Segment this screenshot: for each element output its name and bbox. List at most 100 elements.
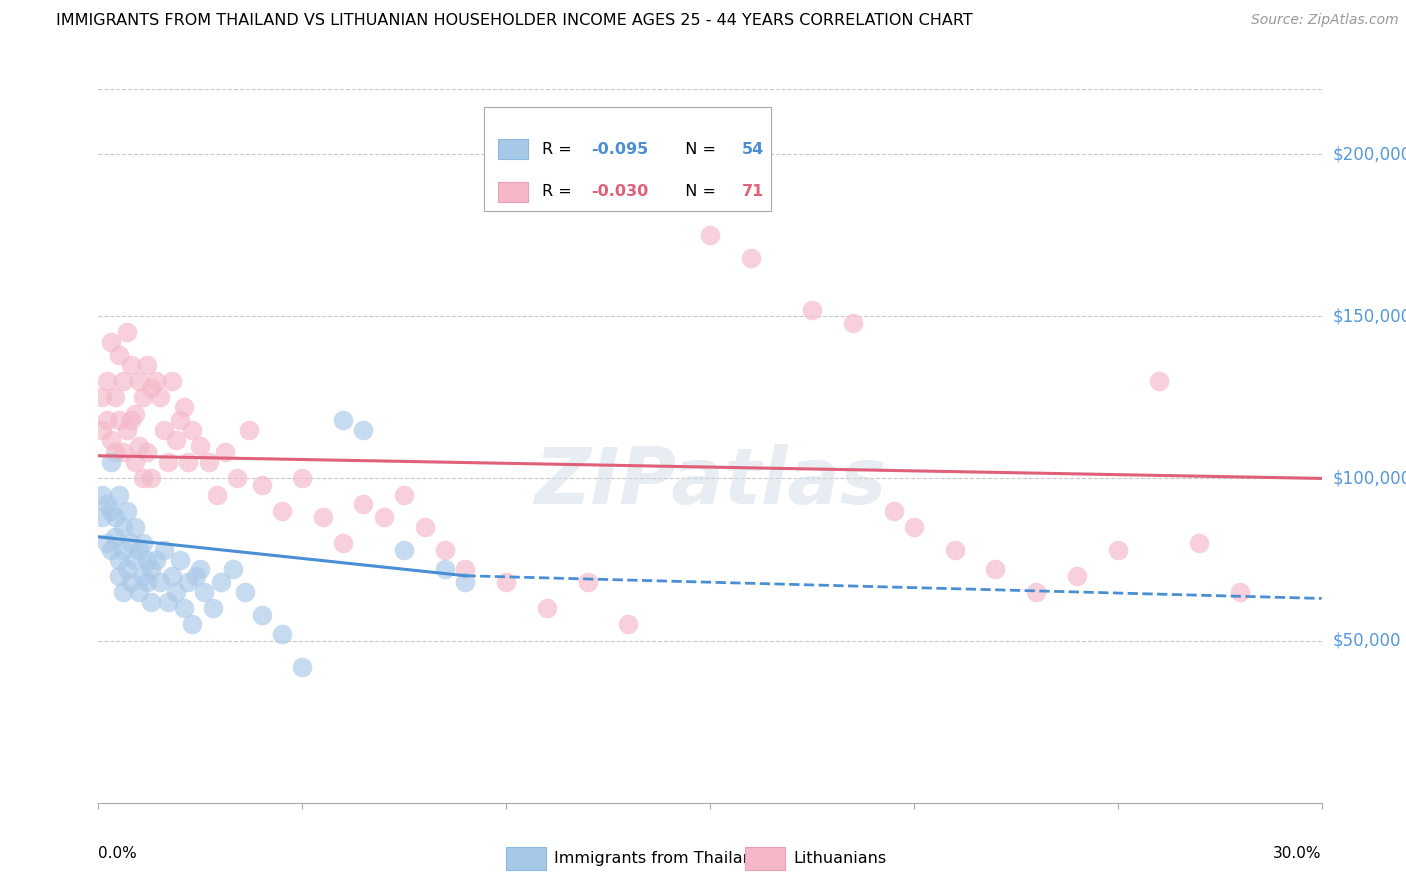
Point bbox=[120, 358, 142, 372]
Point bbox=[141, 381, 163, 395]
Point bbox=[111, 520, 134, 534]
Point bbox=[173, 601, 195, 615]
Point bbox=[100, 455, 122, 469]
Point bbox=[160, 568, 183, 582]
Point bbox=[291, 659, 314, 673]
Point bbox=[332, 536, 354, 550]
Point bbox=[108, 568, 131, 582]
Point bbox=[128, 585, 150, 599]
Point bbox=[132, 390, 155, 404]
Point bbox=[100, 542, 122, 557]
Point bbox=[96, 536, 118, 550]
Text: IMMIGRANTS FROM THAILAND VS LITHUANIAN HOUSEHOLDER INCOME AGES 25 - 44 YEARS COR: IMMIGRANTS FROM THAILAND VS LITHUANIAN H… bbox=[56, 13, 973, 29]
Point bbox=[270, 504, 294, 518]
Point bbox=[96, 413, 118, 427]
Point bbox=[177, 575, 200, 590]
Point bbox=[91, 390, 114, 404]
Point bbox=[373, 510, 395, 524]
Point bbox=[1066, 568, 1088, 582]
Point bbox=[104, 510, 127, 524]
Point bbox=[120, 575, 142, 590]
Text: N =: N = bbox=[675, 185, 721, 200]
Point bbox=[536, 601, 558, 615]
Point bbox=[495, 575, 517, 590]
Point bbox=[115, 423, 138, 437]
Text: $100,000: $100,000 bbox=[1333, 469, 1406, 487]
Point bbox=[149, 575, 172, 590]
Point bbox=[1229, 585, 1251, 599]
Point bbox=[250, 607, 273, 622]
Point bbox=[270, 627, 294, 641]
Point bbox=[104, 530, 127, 544]
Point bbox=[186, 568, 208, 582]
Point bbox=[136, 445, 159, 459]
Point bbox=[392, 488, 416, 502]
Point bbox=[434, 562, 457, 576]
Point bbox=[124, 520, 146, 534]
Point bbox=[801, 302, 824, 317]
Point bbox=[238, 423, 260, 437]
Point bbox=[222, 562, 245, 576]
Point bbox=[111, 542, 134, 557]
Point bbox=[96, 497, 118, 511]
Point bbox=[128, 439, 150, 453]
Point bbox=[141, 471, 163, 485]
Point bbox=[141, 562, 163, 576]
Point bbox=[100, 433, 122, 447]
Point bbox=[883, 504, 905, 518]
Point bbox=[96, 374, 118, 388]
Point bbox=[434, 542, 457, 557]
Point bbox=[152, 423, 174, 437]
Point bbox=[332, 413, 354, 427]
Point bbox=[132, 471, 155, 485]
Point bbox=[392, 542, 416, 557]
Point bbox=[173, 400, 195, 414]
Point bbox=[132, 568, 155, 582]
Point bbox=[740, 251, 762, 265]
Point bbox=[214, 445, 236, 459]
Text: $200,000: $200,000 bbox=[1333, 145, 1406, 163]
Point bbox=[201, 601, 224, 615]
Point bbox=[188, 562, 212, 576]
Point bbox=[841, 316, 863, 330]
Point bbox=[120, 413, 142, 427]
Text: N =: N = bbox=[675, 142, 721, 157]
Bar bbox=[498, 139, 527, 159]
Point bbox=[149, 390, 172, 404]
Point bbox=[145, 374, 167, 388]
Point bbox=[91, 423, 114, 437]
Point bbox=[1025, 585, 1047, 599]
Text: Immigrants from Thailand: Immigrants from Thailand bbox=[554, 852, 763, 866]
Point bbox=[454, 562, 477, 576]
Point bbox=[136, 358, 159, 372]
FancyBboxPatch shape bbox=[484, 107, 772, 211]
Point bbox=[943, 542, 966, 557]
Point bbox=[250, 478, 273, 492]
Point bbox=[124, 455, 146, 469]
Text: Lithuanians: Lithuanians bbox=[793, 852, 886, 866]
Text: 0.0%: 0.0% bbox=[98, 846, 138, 861]
Point bbox=[233, 585, 256, 599]
Point bbox=[165, 433, 187, 447]
Point bbox=[108, 552, 131, 566]
Text: 54: 54 bbox=[742, 142, 763, 157]
Text: Source: ZipAtlas.com: Source: ZipAtlas.com bbox=[1251, 13, 1399, 28]
Point bbox=[352, 423, 374, 437]
Point bbox=[104, 445, 127, 459]
Point bbox=[181, 617, 204, 632]
Point bbox=[108, 348, 131, 362]
Point bbox=[177, 455, 200, 469]
Point bbox=[132, 536, 155, 550]
Point bbox=[209, 575, 232, 590]
Text: $150,000: $150,000 bbox=[1333, 307, 1406, 326]
Point bbox=[141, 595, 163, 609]
Point bbox=[1147, 374, 1170, 388]
Point bbox=[128, 542, 150, 557]
Point bbox=[136, 575, 159, 590]
Point bbox=[91, 488, 114, 502]
Text: ZIPatlas: ZIPatlas bbox=[534, 443, 886, 520]
Point bbox=[160, 374, 183, 388]
Point bbox=[193, 585, 215, 599]
Point bbox=[124, 552, 146, 566]
Point bbox=[617, 617, 640, 632]
